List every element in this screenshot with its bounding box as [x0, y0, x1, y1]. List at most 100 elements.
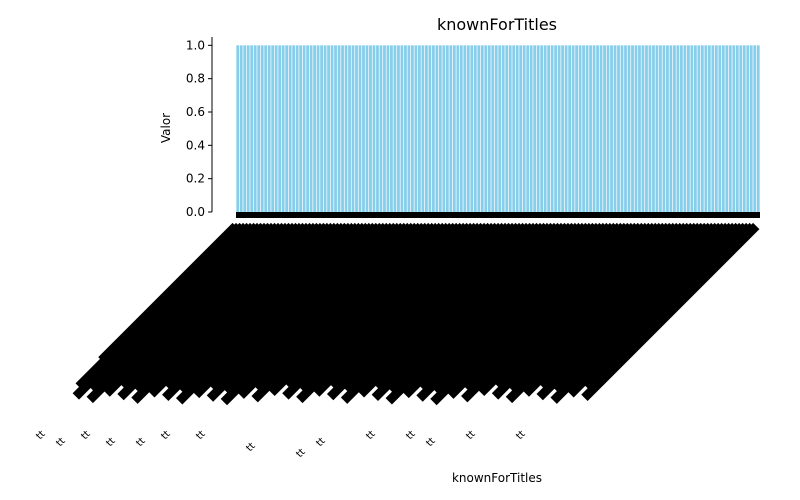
bar: [309, 45, 313, 212]
bar: [742, 45, 746, 212]
bar: [631, 45, 634, 212]
bar: [400, 45, 404, 212]
bar: [337, 45, 341, 212]
bar: [424, 45, 428, 212]
bar: [728, 45, 732, 212]
bar: [554, 45, 558, 212]
bar: [568, 45, 572, 212]
bar: [302, 45, 306, 212]
bars-group: [236, 45, 760, 212]
x-tick-label-fragment: tt: [79, 429, 92, 442]
bar: [484, 45, 488, 212]
bar: [707, 45, 711, 212]
x-tick-label-fragment: tt: [514, 429, 527, 442]
x-tick-label-fragment: tt: [34, 429, 47, 442]
bar: [627, 45, 631, 212]
bar: [323, 45, 327, 212]
bar: [508, 45, 512, 212]
bar: [725, 45, 729, 212]
bar: [390, 45, 393, 212]
bar: [578, 45, 582, 212]
bar: [473, 45, 477, 212]
bar: [257, 45, 261, 212]
y-axis: 0.0 0.2 0.4 0.6 0.8 1.0: [186, 37, 213, 219]
bar: [459, 45, 463, 212]
bar: [501, 45, 505, 212]
bar: [735, 45, 739, 212]
bar: [596, 45, 599, 212]
bar: [693, 45, 697, 212]
x-tick-label-fragment: tt: [364, 429, 377, 442]
bar: [669, 45, 673, 212]
x-tick-label-fragment: tt: [464, 429, 477, 442]
bar: [550, 45, 554, 212]
bar: [732, 45, 736, 212]
bar: [599, 45, 603, 212]
x-tick-label-fragment: tt: [134, 436, 147, 449]
bar: [449, 45, 453, 212]
bar: [355, 45, 358, 212]
y-tick-label: 0.6: [186, 105, 205, 119]
bar: [606, 45, 610, 212]
bar: [571, 45, 575, 212]
bar: [274, 45, 278, 212]
bar: [617, 45, 620, 212]
bar: [327, 45, 330, 212]
bar: [348, 45, 351, 212]
bar: [376, 45, 379, 212]
bar: [316, 45, 320, 212]
y-tick-label: 0.0: [186, 205, 205, 219]
bar: [575, 45, 578, 212]
bar: [292, 45, 296, 212]
bar: [543, 45, 547, 212]
y-axis-label: Valor: [159, 113, 173, 143]
bar: [498, 45, 502, 212]
bar: [589, 45, 592, 212]
bar: [512, 45, 516, 212]
bar: [749, 45, 753, 212]
bar: [351, 45, 355, 212]
x-tick-label-fragment: tt: [424, 436, 437, 449]
bar: [330, 45, 334, 212]
bar: [529, 45, 533, 212]
bar: [239, 45, 243, 212]
bar: [320, 45, 323, 212]
bar: [638, 45, 641, 212]
bar: [264, 45, 268, 212]
x-axis-label: knownForTitles: [452, 471, 542, 485]
bar: [369, 45, 372, 212]
bar: [253, 45, 257, 212]
bar: [421, 45, 425, 212]
bar: [285, 45, 289, 212]
x-tick-label-fragment: tt: [194, 429, 207, 442]
bar: [557, 45, 561, 212]
bar: [477, 45, 481, 212]
x-tick-label-fragment: tt: [54, 436, 67, 449]
bar: [536, 45, 540, 212]
bar: [624, 45, 627, 212]
bar: [362, 45, 365, 212]
bar: [519, 45, 523, 212]
bar: [620, 45, 624, 212]
bar: [494, 45, 498, 212]
bar: [386, 45, 390, 212]
bar: [641, 45, 645, 212]
bar: [645, 45, 648, 212]
x-tick-label-fragment: tt: [244, 441, 257, 454]
y-tick-label: 1.0: [186, 38, 205, 52]
bar: [582, 45, 585, 212]
bar: [676, 45, 680, 212]
bar: [711, 45, 715, 212]
bar: [648, 45, 652, 212]
bar: [271, 45, 275, 212]
bar: [456, 45, 460, 212]
y-tick-label: 0.4: [186, 138, 205, 152]
bar: [438, 45, 442, 212]
bar: [753, 45, 757, 212]
bar: [659, 45, 662, 212]
bar: [442, 45, 446, 212]
bar: [435, 45, 439, 212]
bar: [603, 45, 606, 212]
